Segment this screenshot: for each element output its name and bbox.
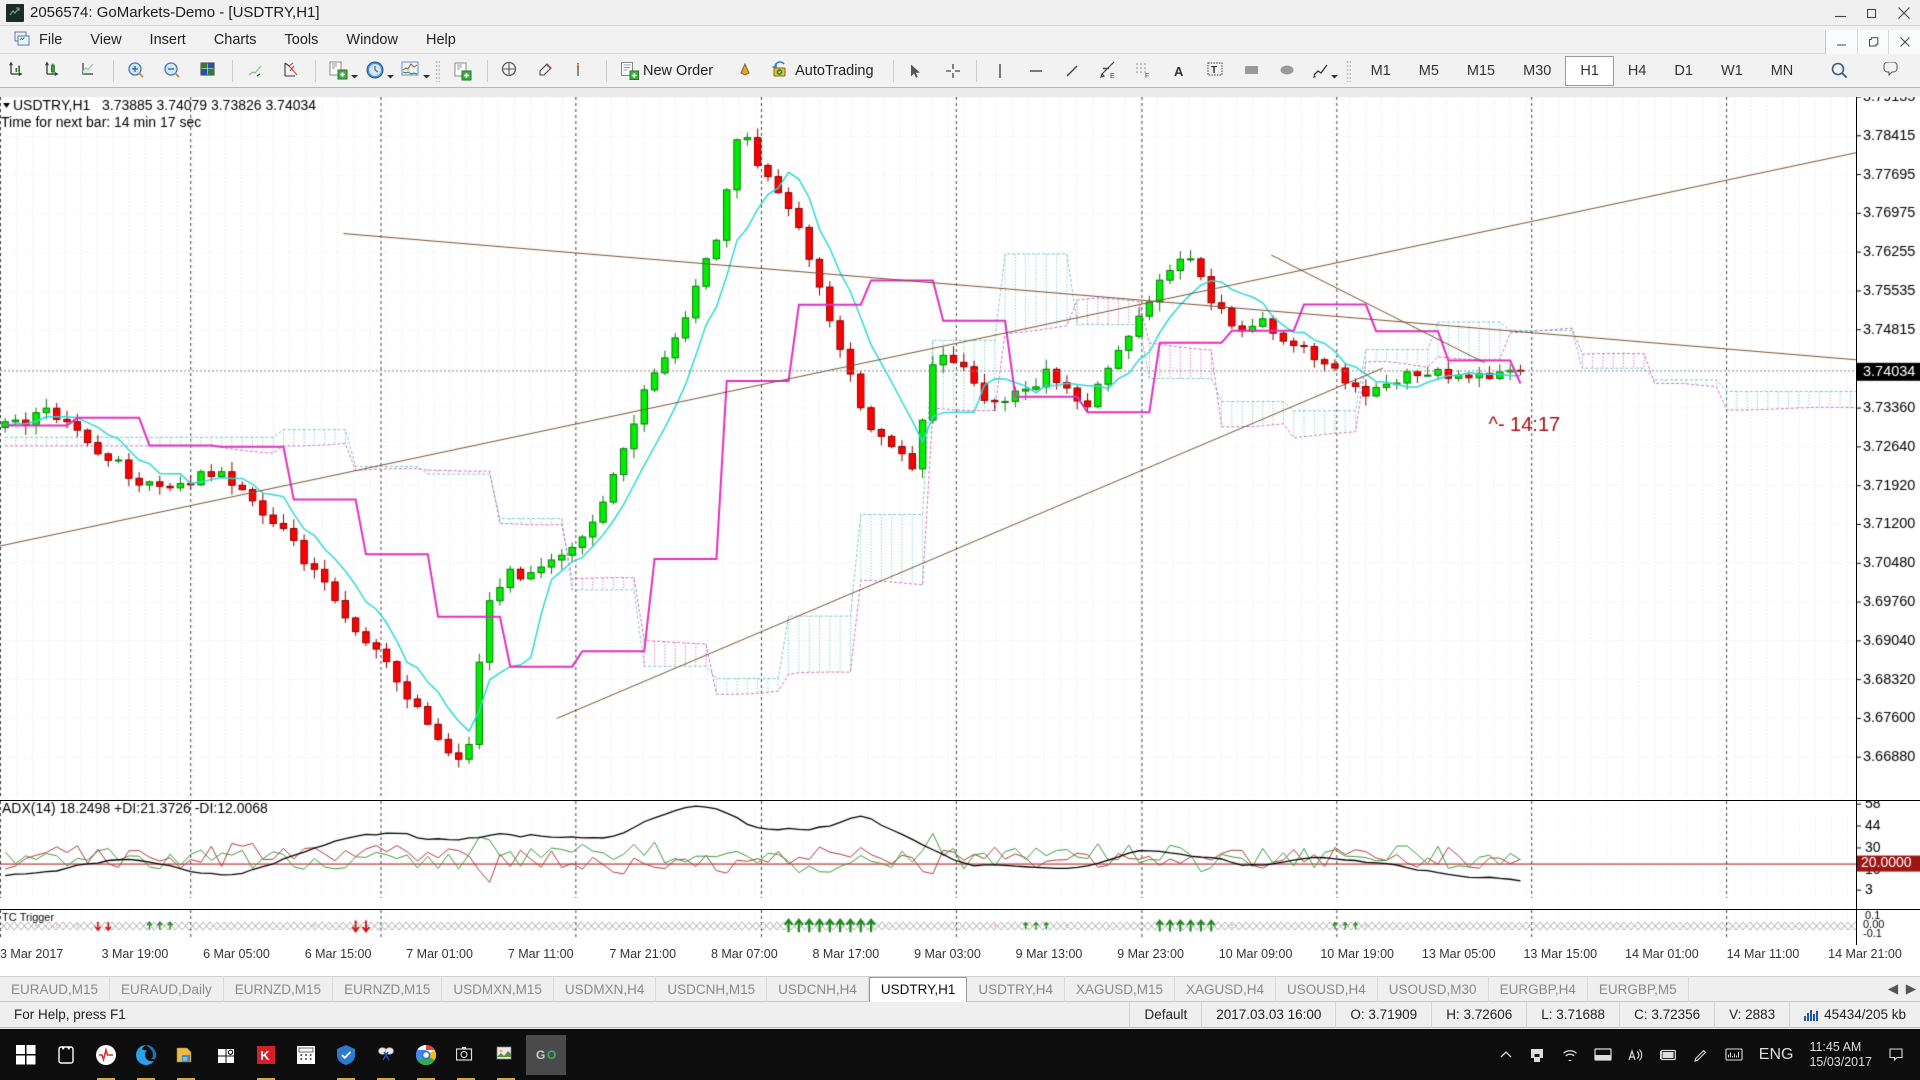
svg-text:K: K <box>260 1048 270 1063</box>
svg-text:A: A <box>1174 64 1184 79</box>
svg-text:T: T <box>1211 65 1217 76</box>
svg-text:G: G <box>536 1048 545 1062</box>
svg-text:F: F <box>1145 73 1149 80</box>
svg-text:O: O <box>547 1048 556 1062</box>
svg-text:E: E <box>1110 73 1115 80</box>
